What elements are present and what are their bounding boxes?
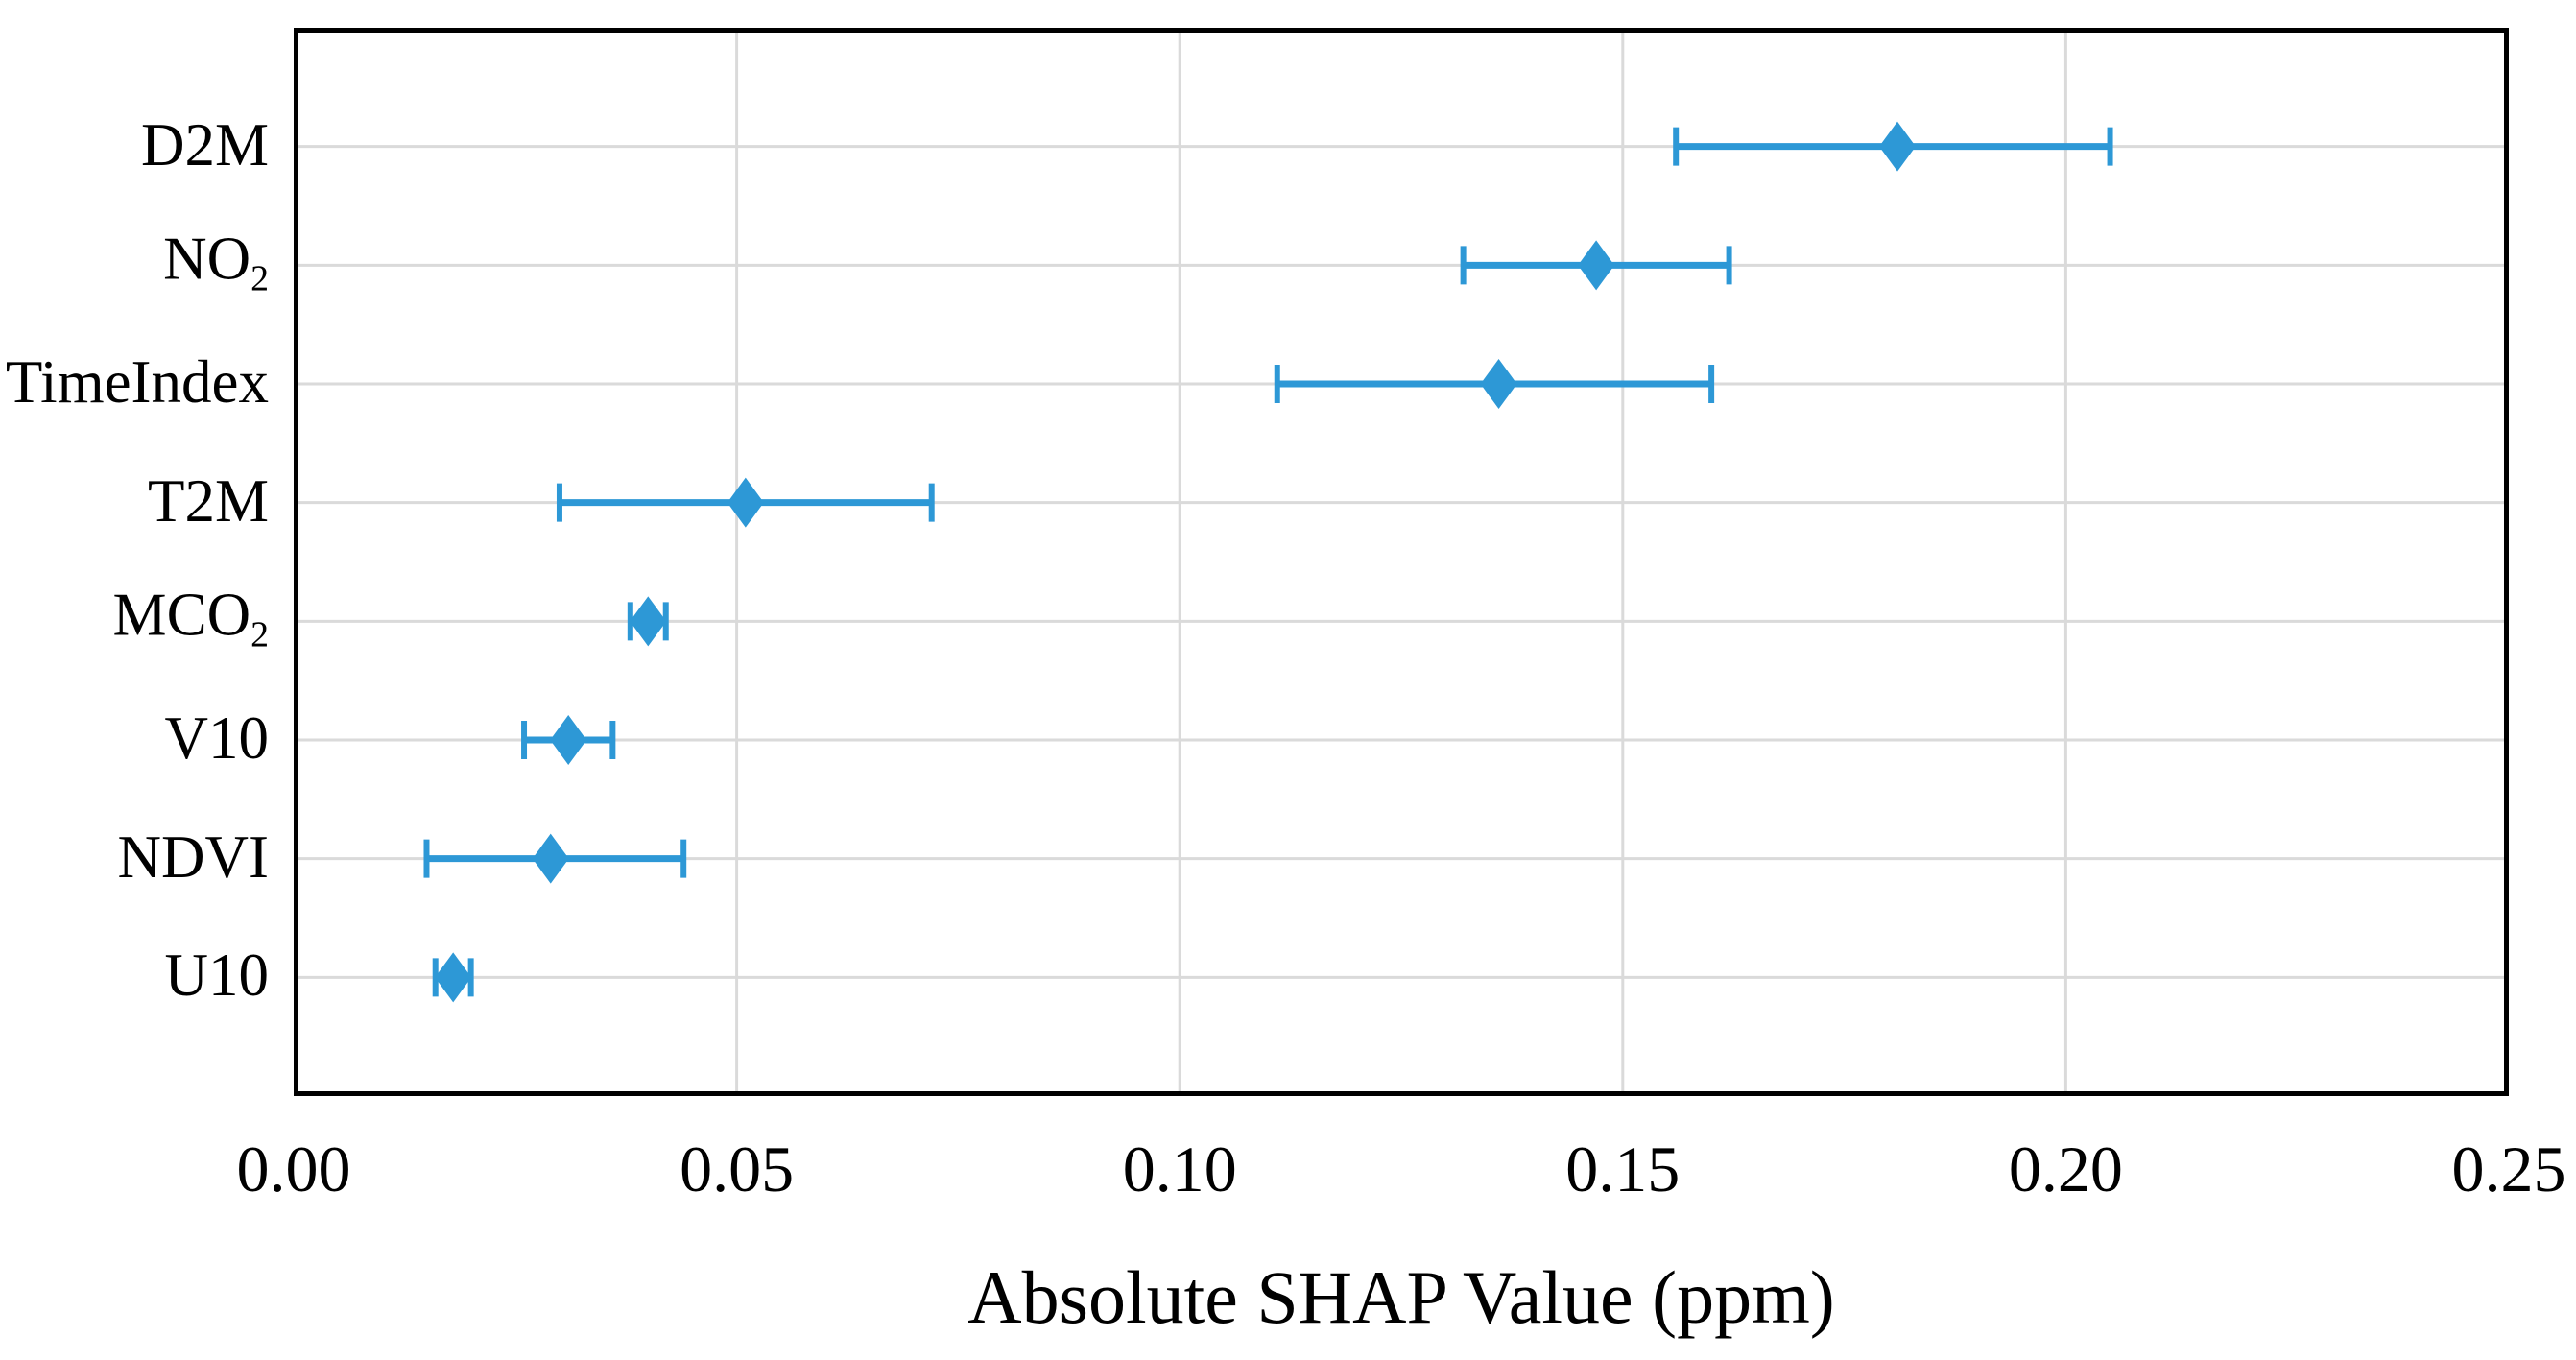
y-tick-label: NDVI xyxy=(117,823,269,891)
y-tick-label: D2M xyxy=(140,110,269,179)
diamond-marker xyxy=(727,477,764,528)
y-tick-label-subscript: 2 xyxy=(250,615,269,656)
x-tick-label: 0.15 xyxy=(1565,1133,1681,1205)
plot-area xyxy=(294,28,2509,1096)
y-tick-label: U10 xyxy=(164,942,270,1010)
x-tick-label: 0.10 xyxy=(1122,1133,1237,1205)
diamond-marker xyxy=(630,596,667,647)
diamond-marker xyxy=(550,715,587,765)
y-tick-label: MCO2 xyxy=(112,581,269,656)
diamond-marker xyxy=(1480,359,1517,409)
x-tick-label: 0.00 xyxy=(236,1133,351,1205)
y-axis-tick-labels: D2M NO2 TimeIndex T2M MCO2 V10 NDVI U10 xyxy=(0,28,269,1096)
y-tick-label-subscript: 2 xyxy=(250,259,269,300)
x-axis-title: Absolute SHAP Value (ppm) xyxy=(967,1255,1835,1339)
diamond-marker xyxy=(1578,240,1615,291)
diamond-marker xyxy=(1878,121,1916,172)
x-tick-label: 0.20 xyxy=(2008,1133,2123,1205)
y-tick-label: NO2 xyxy=(163,225,269,300)
diamond-marker xyxy=(532,833,569,884)
y-tick-label: TimeIndex xyxy=(5,348,269,417)
diamond-marker xyxy=(435,952,472,1003)
x-tick-label: 0.05 xyxy=(680,1133,795,1205)
plot-canvas xyxy=(294,28,2509,1096)
y-tick-label: V10 xyxy=(164,704,270,773)
axis-frame xyxy=(294,28,2509,1096)
y-tick-label: T2M xyxy=(148,466,269,535)
x-tick-label: 0.25 xyxy=(2451,1133,2566,1205)
